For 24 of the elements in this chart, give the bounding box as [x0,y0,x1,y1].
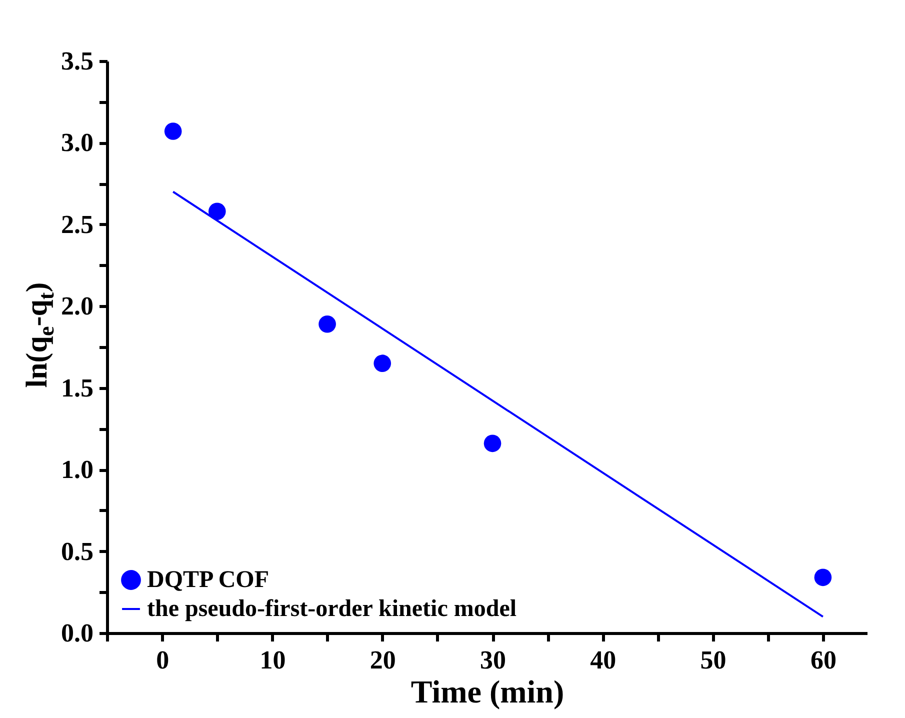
point [318,315,336,333]
legend-label: the pseudo-first-order kinetic model [147,596,517,622]
point [164,122,182,140]
x-axis-title: Time (min) [410,674,564,710]
y-tick-label: 2.5 [61,210,94,239]
y-tick-label: 3.0 [61,128,94,158]
x-tick-label: 50 [700,646,726,674]
text: 0.0 [61,618,94,648]
y-tick-label: 0.5 [61,536,94,566]
point [814,568,832,586]
point [484,434,502,452]
x-tick-label: 0 [156,646,170,674]
x-tick-label: 40 [590,646,616,674]
x-tick-label: 20 [370,646,396,674]
y-tick-label: 1.0 [61,455,94,484]
y-tick-label: 3.5 [61,46,94,76]
x-tick-label: 30 [480,646,506,674]
y-tick-label: 1.5 [61,373,94,402]
point [208,202,226,220]
x-tick-label: 10 [260,646,286,674]
x-tick-label: 60 [810,646,836,674]
legend-label: DQTP COF [147,567,270,593]
y-tick-label: 2.0 [61,292,94,321]
point [374,354,392,372]
